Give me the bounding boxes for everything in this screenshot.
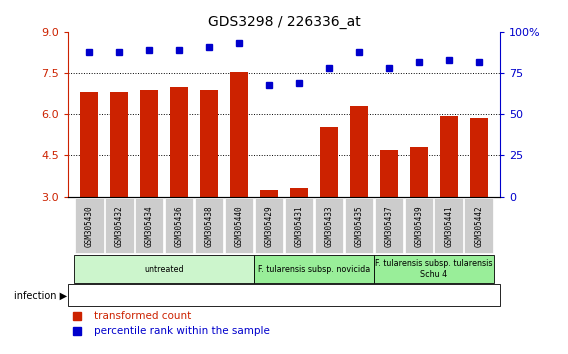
Bar — [254, 198, 283, 253]
Text: GSM305430: GSM305430 — [85, 205, 94, 247]
Bar — [350, 106, 368, 196]
Text: GSM305435: GSM305435 — [354, 205, 364, 247]
Bar — [140, 90, 158, 196]
Bar — [224, 198, 253, 253]
Text: F. tularensis subsp. tularensis
Schu 4: F. tularensis subsp. tularensis Schu 4 — [375, 259, 492, 279]
Bar — [440, 115, 458, 196]
Text: GSM305442: GSM305442 — [474, 205, 483, 247]
Text: GSM305432: GSM305432 — [115, 205, 124, 247]
Bar — [74, 255, 254, 283]
Text: F. tularensis subsp. novicida: F. tularensis subsp. novicida — [258, 264, 370, 274]
Bar — [345, 198, 373, 253]
Bar — [195, 198, 223, 253]
Bar — [105, 198, 133, 253]
Bar — [230, 72, 248, 196]
Bar — [320, 127, 338, 196]
Bar — [260, 190, 278, 196]
Bar — [315, 198, 343, 253]
Bar — [290, 188, 308, 196]
Bar — [470, 118, 488, 196]
Bar — [285, 198, 314, 253]
Text: untreated: untreated — [144, 264, 184, 274]
Text: GSM305434: GSM305434 — [145, 205, 153, 247]
Bar — [374, 198, 403, 253]
Bar — [374, 255, 494, 283]
Title: GDS3298 / 226336_at: GDS3298 / 226336_at — [208, 16, 360, 29]
Text: GSM305437: GSM305437 — [385, 205, 394, 247]
Bar — [435, 198, 463, 253]
Text: GSM305429: GSM305429 — [265, 205, 274, 247]
Bar — [380, 150, 398, 196]
Bar — [465, 198, 493, 253]
Text: GSM305440: GSM305440 — [235, 205, 244, 247]
Text: GSM305436: GSM305436 — [174, 205, 183, 247]
Text: infection ▶: infection ▶ — [14, 290, 66, 301]
Bar — [135, 198, 164, 253]
Bar — [165, 198, 194, 253]
Text: GSM305441: GSM305441 — [444, 205, 453, 247]
Bar — [75, 198, 103, 253]
Bar — [170, 87, 188, 196]
Text: GSM305438: GSM305438 — [204, 205, 214, 247]
Bar — [410, 147, 428, 196]
Text: percentile rank within the sample: percentile rank within the sample — [94, 326, 270, 336]
Text: GSM305433: GSM305433 — [324, 205, 333, 247]
Text: transformed count: transformed count — [94, 311, 191, 321]
Text: GSM305439: GSM305439 — [415, 205, 423, 247]
Bar — [80, 92, 98, 196]
Bar — [254, 255, 374, 283]
Text: GSM305431: GSM305431 — [294, 205, 303, 247]
Bar — [110, 92, 128, 196]
Bar — [404, 198, 433, 253]
Bar — [200, 90, 218, 196]
